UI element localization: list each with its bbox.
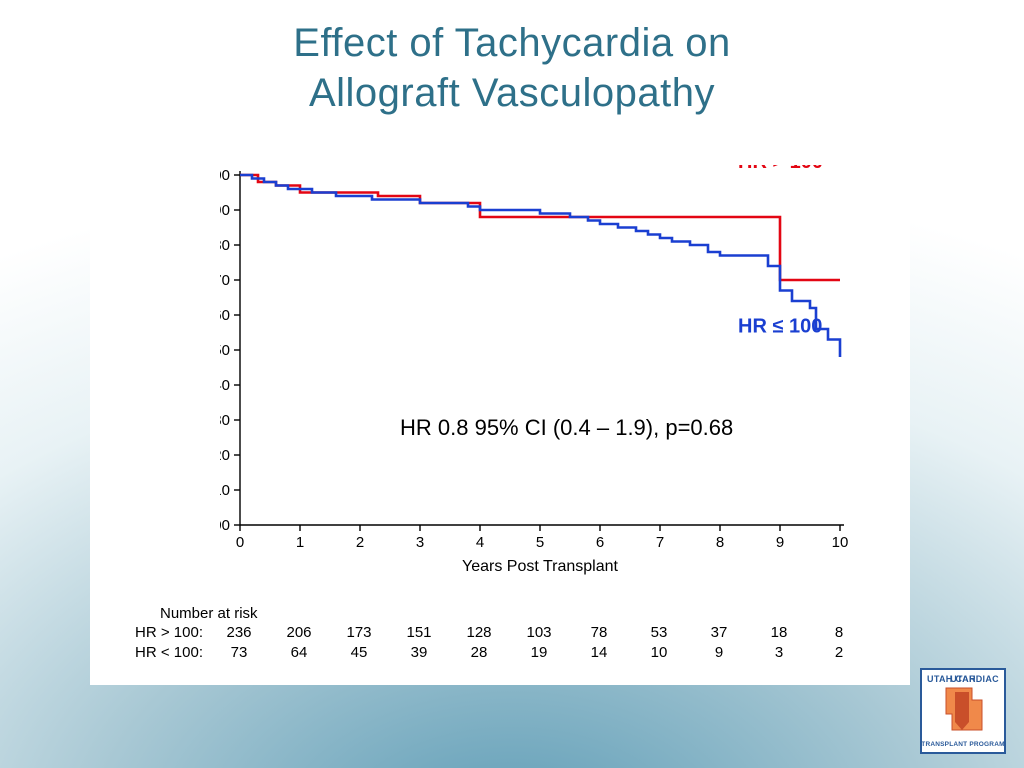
- svg-text:0.60: 0.60: [220, 307, 230, 324]
- risk-cell: 78: [569, 624, 629, 641]
- risk-cell: 18: [749, 624, 809, 641]
- svg-text:0.40: 0.40: [220, 377, 230, 394]
- risk-cell: 151: [389, 624, 449, 641]
- number-at-risk-table: Number at risk HR > 100:2362061731511281…: [160, 605, 880, 664]
- km-series: [240, 175, 840, 280]
- title-line-2: Allograft Vasculopathy: [309, 71, 715, 115]
- chart-panel: 0.00 0.10 0.20 0.30 0.40 0.50 0.60 0.70 0.80 0.90…: [90, 145, 910, 685]
- series-label: HR > 100: [738, 165, 823, 173]
- svg-text:3: 3: [416, 534, 424, 551]
- svg-text:9: 9: [776, 534, 784, 551]
- risk-cell: 8: [809, 624, 869, 641]
- risk-cell: 73: [209, 644, 269, 661]
- svg-text:0.50: 0.50: [220, 342, 230, 359]
- risk-row: HR < 100:7364453928191410932: [109, 644, 880, 664]
- km-chart-svg: 0.00 0.10 0.20 0.30 0.40 0.50 0.60 0.70 0.80 0.90…: [220, 165, 860, 595]
- svg-text:1: 1: [296, 534, 304, 551]
- utah-cardiac-logo: UTAH UTAH CARDIAC TRANSPLANT PROGRAM: [920, 668, 1006, 754]
- title-line-1: Effect of Tachycardia on: [293, 21, 730, 65]
- risk-cell: 10: [629, 644, 689, 661]
- svg-text:UTAH CARDIAC: UTAH CARDIAC: [927, 674, 999, 684]
- svg-text:0.10: 0.10: [220, 482, 230, 499]
- svg-text:0: 0: [236, 534, 244, 551]
- risk-cell: 2: [809, 644, 869, 661]
- risk-cell: 103: [509, 624, 569, 641]
- risk-row-label: HR > 100:: [109, 624, 209, 641]
- svg-text:0.70: 0.70: [220, 272, 230, 289]
- series-label: HR ≤ 100: [738, 316, 822, 338]
- risk-row: HR > 100:236206173151128103785337188: [109, 624, 880, 644]
- risk-cell: 64: [269, 644, 329, 661]
- svg-text:10: 10: [832, 534, 849, 551]
- svg-text:1.00: 1.00: [220, 167, 230, 184]
- risk-cell: 128: [449, 624, 509, 641]
- svg-text:7: 7: [656, 534, 664, 551]
- plot-area: 0.00 0.10 0.20 0.30 0.40 0.50 0.60 0.70 0.80 0.90…: [220, 165, 860, 535]
- risk-cell: 45: [329, 644, 389, 661]
- slide-title: Effect of Tachycardia on Allograft Vascu…: [0, 0, 1024, 118]
- risk-table-header: Number at risk: [160, 605, 880, 622]
- svg-text:2: 2: [356, 534, 364, 551]
- risk-cell: 28: [449, 644, 509, 661]
- risk-cell: 19: [509, 644, 569, 661]
- risk-cell: 37: [689, 624, 749, 641]
- risk-cell: 173: [329, 624, 389, 641]
- svg-text:4: 4: [476, 534, 484, 551]
- pennant-icon: [955, 692, 969, 730]
- stats-annotation: HR 0.8 95% CI (0.4 – 1.9), p=0.68: [400, 415, 733, 441]
- risk-cell: 39: [389, 644, 449, 661]
- svg-text:TRANSPLANT PROGRAM: TRANSPLANT PROGRAM: [922, 741, 1004, 748]
- svg-text:5: 5: [536, 534, 544, 551]
- risk-cell: 3: [749, 644, 809, 661]
- risk-cell: 14: [569, 644, 629, 661]
- risk-cell: 206: [269, 624, 329, 641]
- risk-cell: 236: [209, 624, 269, 641]
- svg-text:0.90: 0.90: [220, 202, 230, 219]
- svg-text:Years Post Transplant: Years Post Transplant: [462, 558, 619, 575]
- svg-text:0.20: 0.20: [220, 447, 230, 464]
- svg-text:0.80: 0.80: [220, 237, 230, 254]
- svg-text:0.30: 0.30: [220, 412, 230, 429]
- risk-cell: 53: [629, 624, 689, 641]
- svg-text:8: 8: [716, 534, 724, 551]
- svg-text:0.00: 0.00: [220, 517, 230, 534]
- svg-text:6: 6: [596, 534, 604, 551]
- risk-cell: 9: [689, 644, 749, 661]
- risk-row-label: HR < 100:: [109, 644, 209, 661]
